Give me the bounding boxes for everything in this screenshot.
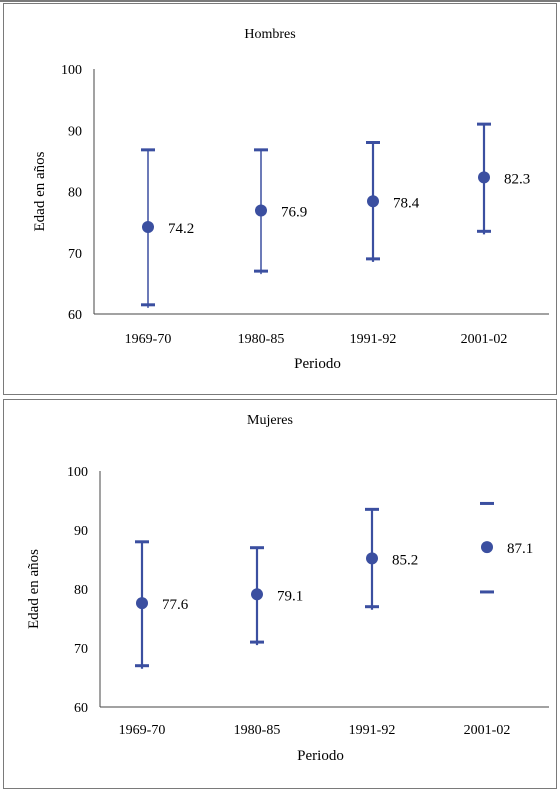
x-tick-label: 1980-85 xyxy=(234,723,281,738)
y-axis-label: Edad en años xyxy=(26,549,42,629)
data-point xyxy=(136,597,148,610)
y-tick-label: 90 xyxy=(68,124,82,139)
data-value-label: 82.3 xyxy=(504,171,530,187)
data-value-label: 74.2 xyxy=(168,221,194,237)
data-point xyxy=(478,171,490,184)
x-tick-label: 1980-85 xyxy=(238,332,285,347)
data-value-label: 78.4 xyxy=(393,195,420,211)
x-tick-label: 1991-92 xyxy=(350,332,397,347)
data-point xyxy=(367,195,379,208)
top-border-line xyxy=(0,0,560,2)
x-tick-label: 1969-70 xyxy=(125,332,172,347)
chart-panel-mujeres: Mujeres 60 70 80 90 100 Edad en años 1969-70 77.… xyxy=(3,399,557,789)
data-point xyxy=(481,541,493,554)
y-tick-label: 100 xyxy=(61,63,82,78)
data-value-label: 76.9 xyxy=(281,204,307,220)
data-value-label: 77.6 xyxy=(162,597,189,613)
x-tick-label: 2001-02 xyxy=(461,332,508,347)
data-point xyxy=(251,588,263,601)
chart-hombres: Hombres 60 70 80 90 100 Edad en años 1969-70 74.… xyxy=(32,27,549,372)
y-tick-label: 90 xyxy=(74,524,88,539)
data-value-label: 85.2 xyxy=(392,552,418,568)
y-axis-label: Edad en años xyxy=(32,151,48,231)
y-tick-label: 80 xyxy=(68,186,82,201)
y-tick-label: 60 xyxy=(74,701,88,716)
x-axis-label: Periodo xyxy=(297,748,344,764)
y-tick-label: 80 xyxy=(74,583,88,598)
data-value-label: 87.1 xyxy=(507,541,533,557)
y-tick-label: 70 xyxy=(68,247,82,262)
x-tick-label: 1969-70 xyxy=(119,723,166,738)
data-point xyxy=(142,221,154,234)
y-tick-label: 60 xyxy=(68,308,82,323)
x-tick-label: 1991-92 xyxy=(349,723,396,738)
y-tick-label: 100 xyxy=(67,465,88,480)
data-point xyxy=(255,204,267,217)
chart-mujeres: Mujeres 60 70 80 90 100 Edad en años 1969-70 77.… xyxy=(26,413,549,764)
chart-panel-hombres: Hombres 60 70 80 90 100 Edad en años 1969-70 74.… xyxy=(3,3,557,395)
data-point xyxy=(366,552,378,565)
chart-title: Mujeres xyxy=(247,413,293,428)
data-value-label: 79.1 xyxy=(277,588,303,604)
x-axis-label: Periodo xyxy=(294,356,341,372)
y-tick-label: 70 xyxy=(74,642,88,657)
x-tick-label: 2001-02 xyxy=(464,723,511,738)
chart-title: Hombres xyxy=(244,27,295,42)
